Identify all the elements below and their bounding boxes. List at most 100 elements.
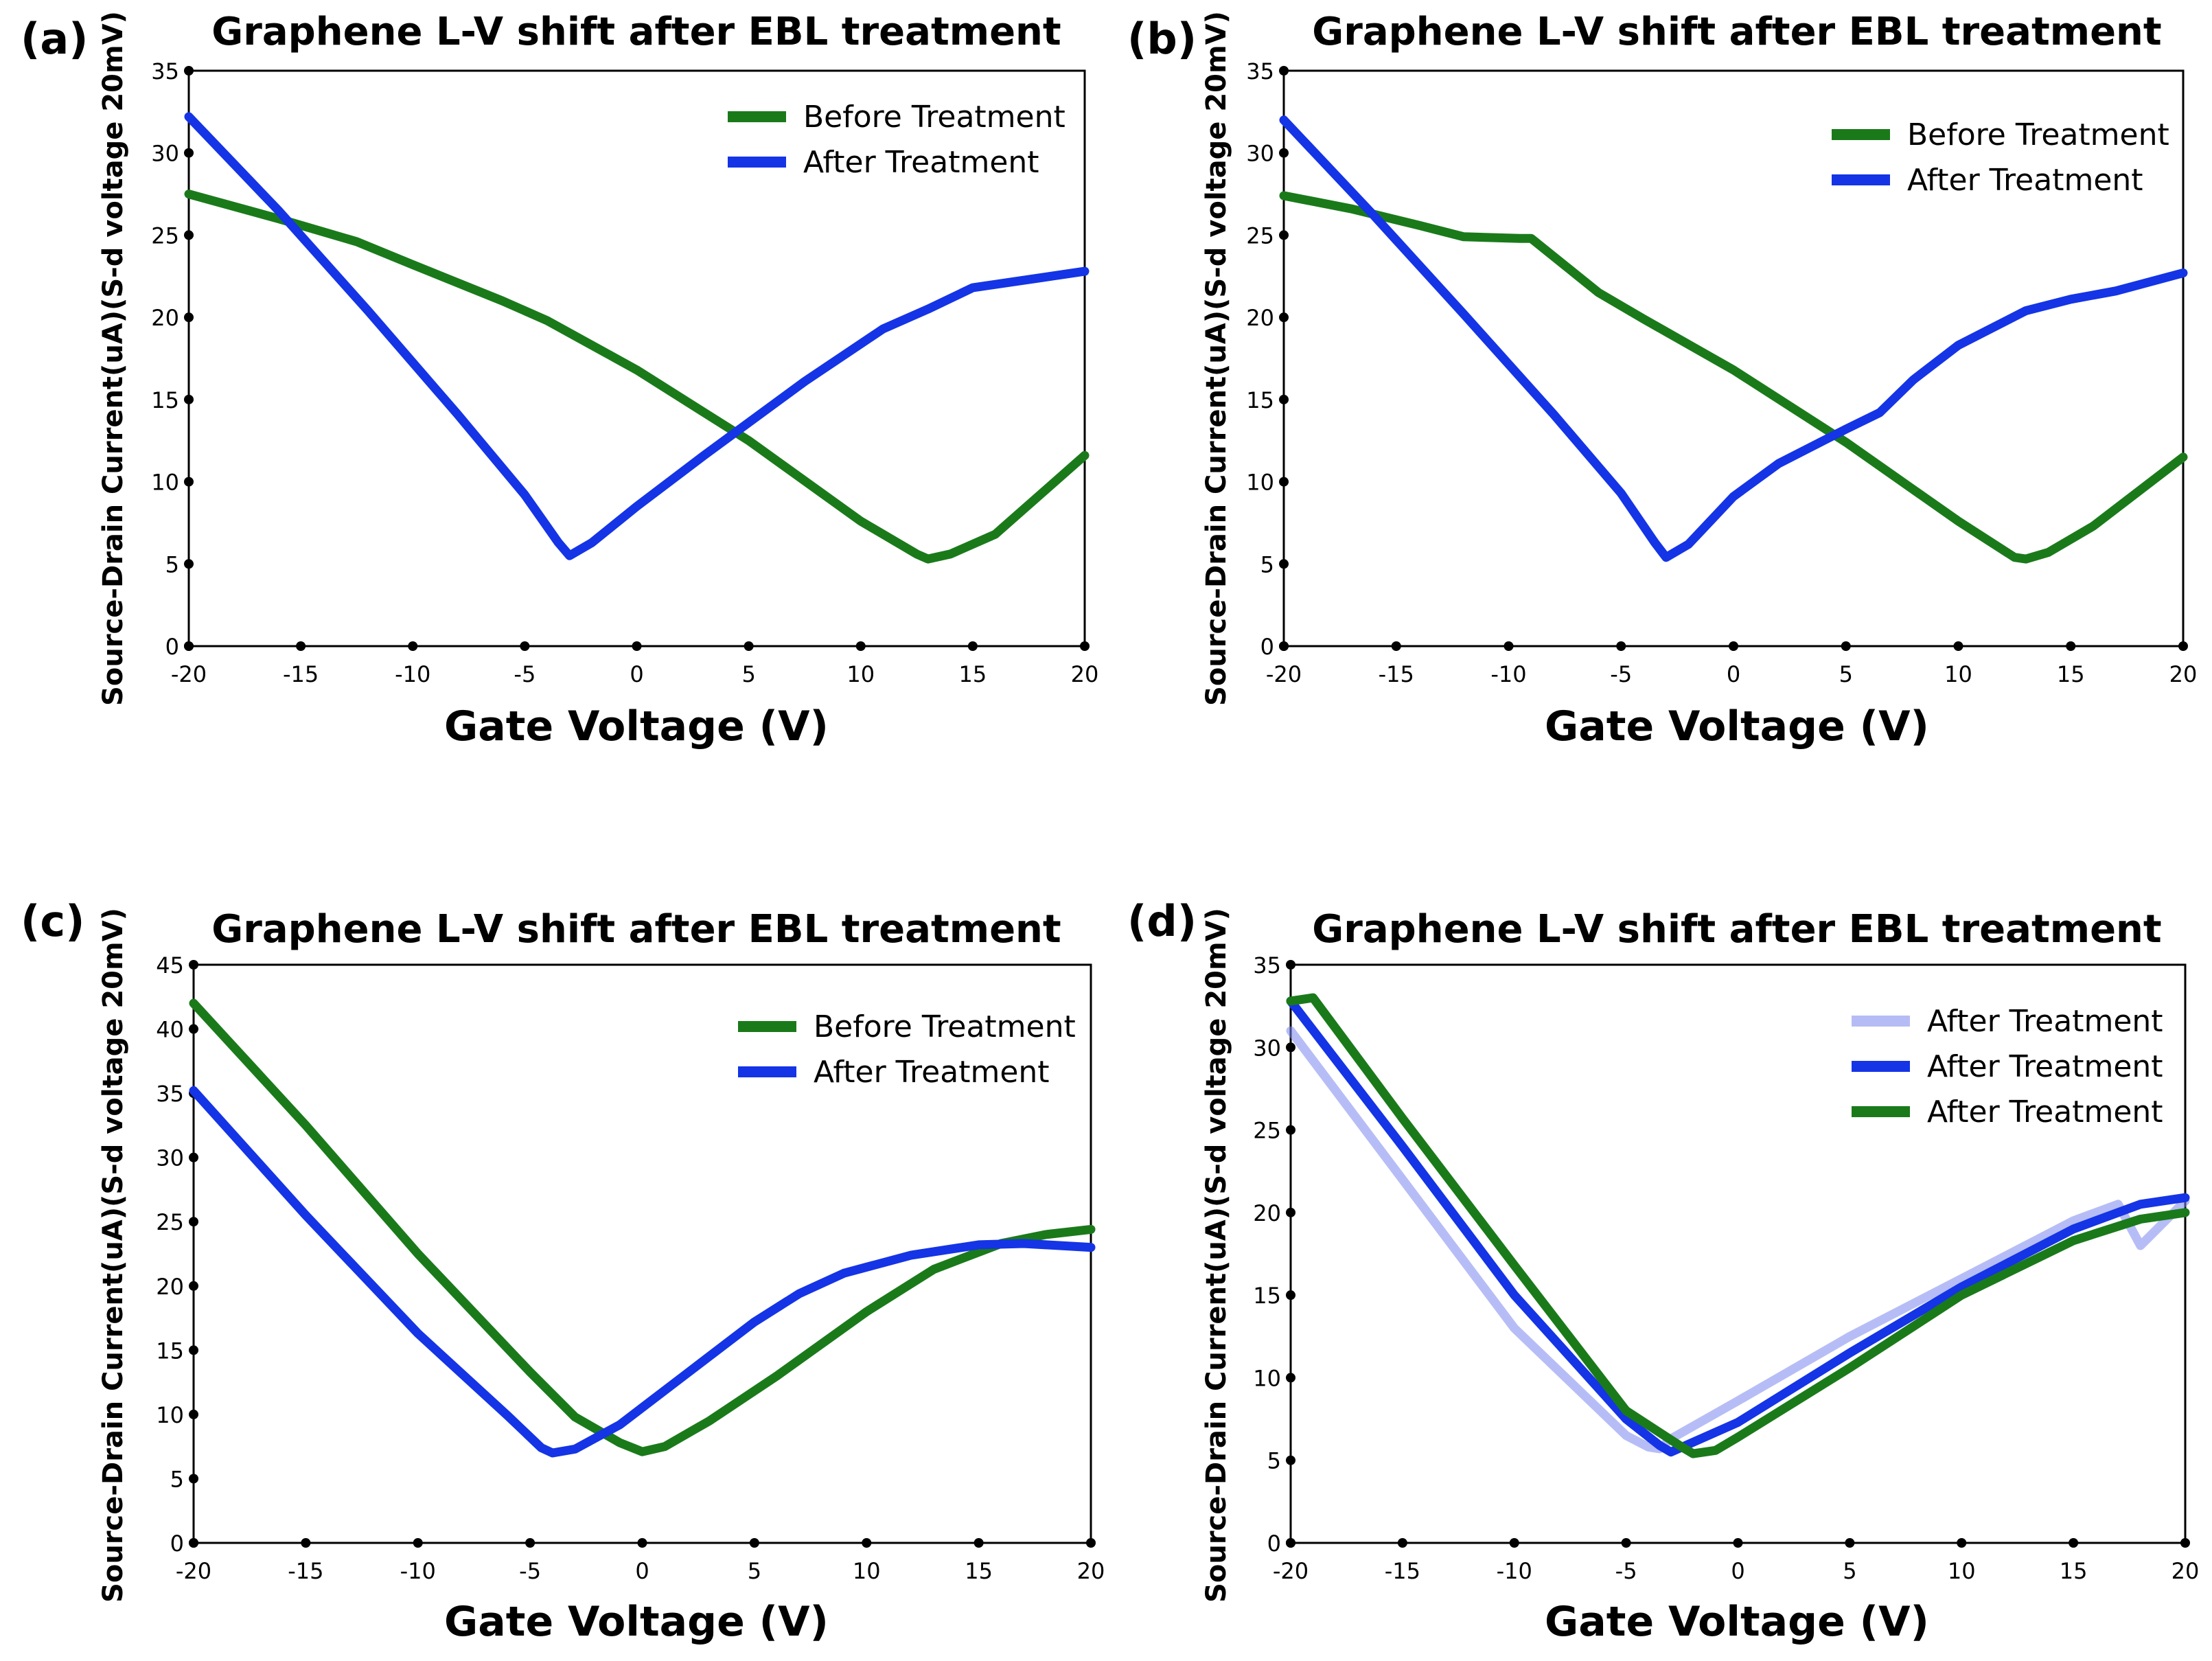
y-tick-mark — [1279, 641, 1289, 651]
x-tick-mark — [296, 641, 306, 651]
y-tick-mark — [184, 230, 194, 240]
series-line-1 — [184, 190, 1090, 564]
legend-label: After Treatment — [1927, 1004, 2163, 1039]
y-tick-label: 45 — [156, 952, 184, 978]
x-tick-label: 15 — [965, 1558, 993, 1584]
x-tick-mark — [1845, 1538, 1855, 1548]
x-tick-label: 5 — [1839, 661, 1853, 687]
x-tick-mark — [2178, 641, 2188, 651]
y-tick-mark — [1286, 1538, 1295, 1548]
legend-label: After Treatment — [814, 1055, 1050, 1090]
x-tick-mark — [967, 641, 978, 651]
plot-frame — [1282, 69, 2185, 648]
x-tick-label: -20 — [1273, 1558, 1309, 1584]
x-tick-label: -5 — [1615, 1558, 1637, 1584]
y-tick-label: 35 — [1253, 952, 1281, 978]
x-tick-label: 0 — [1727, 661, 1740, 687]
x-tick-mark — [1957, 1538, 1967, 1548]
x-tick-label: -15 — [1379, 661, 1414, 687]
y-tick-mark — [184, 559, 194, 569]
y-tick-mark — [1286, 960, 1295, 970]
x-tick-label: 0 — [630, 661, 643, 687]
x-tick-mark — [632, 641, 642, 651]
x-tick-mark — [2069, 1538, 2079, 1548]
y-tick-label: 0 — [1260, 634, 1274, 660]
x-tick-mark — [749, 1538, 759, 1548]
legend-label: After Treatment — [1907, 163, 2143, 198]
y-tick-label: 15 — [151, 387, 179, 413]
x-tick-mark — [413, 1538, 423, 1548]
x-tick-label: 10 — [853, 1558, 881, 1584]
x-tick-label: 15 — [959, 661, 987, 687]
x-tick-mark — [520, 641, 530, 651]
x-tick-label: 5 — [748, 1558, 761, 1584]
y-tick-label: 30 — [1253, 1035, 1281, 1061]
x-tick-mark — [855, 641, 866, 651]
series-line-2 — [1286, 996, 2190, 1457]
x-tick-label: 5 — [1843, 1558, 1856, 1584]
legend-label: After Treatment — [1927, 1049, 2163, 1084]
legend-label: Before Treatment — [1907, 117, 2169, 152]
y-tick-mark — [1279, 559, 1289, 569]
y-tick-label: 0 — [1267, 1531, 1281, 1557]
y-tick-label: 5 — [1267, 1448, 1281, 1474]
x-tick-label: 10 — [846, 661, 875, 687]
y-tick-label: 20 — [156, 1274, 184, 1300]
x-tick-label: 5 — [741, 661, 755, 687]
x-tick-mark — [1504, 641, 1514, 651]
x-tick-label: -20 — [171, 661, 207, 687]
panel-c: (c) Graphene L-V shift after EBL treatme… — [21, 896, 1105, 1646]
legend-label: After Treatment — [1927, 1095, 2163, 1130]
x-tick-label: 20 — [1077, 1558, 1105, 1584]
x-tick-label: 15 — [2057, 661, 2085, 687]
x-tick-label: 20 — [2171, 1558, 2200, 1584]
chart-title: Graphene L-V shift after EBL treatment — [1312, 907, 2161, 952]
y-tick-mark — [1279, 148, 1289, 158]
series-line-2 — [1279, 115, 2188, 562]
x-tick-mark — [637, 1538, 647, 1548]
y-tick-mark — [1279, 66, 1289, 76]
x-tick-mark — [1953, 641, 1963, 651]
legend-label: Before Treatment — [814, 1009, 1076, 1044]
y-tick-label: 35 — [1246, 58, 1274, 84]
y-tick-label: 20 — [151, 305, 179, 331]
y-tick-label: 15 — [1253, 1283, 1281, 1309]
series-line-2 — [189, 1086, 1096, 1458]
x-tick-label: -15 — [283, 661, 319, 687]
y-tick-mark — [189, 1024, 198, 1034]
legend-label: After Treatment — [803, 145, 1039, 180]
series-line-1 — [1286, 1026, 2190, 1454]
y-axis-label: Source-Drain Current(uA)(S-d voltage 20m… — [1201, 908, 1232, 1603]
y-tick-label: 0 — [165, 634, 179, 660]
y-tick-mark — [189, 1474, 198, 1484]
x-tick-label: 0 — [1731, 1558, 1744, 1584]
x-axis-label: Gate Voltage (V) — [444, 702, 829, 751]
y-tick-mark — [184, 641, 194, 651]
y-tick-mark — [189, 1409, 198, 1419]
y-tick-label: 35 — [156, 1081, 184, 1107]
y-tick-mark — [189, 1217, 198, 1227]
x-tick-mark — [2180, 1538, 2190, 1548]
x-tick-label: -20 — [1266, 661, 1302, 687]
panel-a: (a) Graphene L-V shift after EBL treatme… — [21, 10, 1098, 751]
y-tick-mark — [1286, 1455, 1295, 1465]
x-tick-label: -15 — [1385, 1558, 1420, 1584]
x-tick-label: -10 — [1490, 661, 1526, 687]
x-tick-label: 10 — [1944, 661, 1972, 687]
y-tick-mark — [1286, 1290, 1295, 1301]
y-tick-mark — [189, 1538, 198, 1548]
x-tick-mark — [2066, 641, 2076, 651]
series-line-3 — [1286, 993, 2190, 1458]
y-tick-label: 5 — [1260, 551, 1274, 577]
x-tick-mark — [1397, 1538, 1407, 1548]
x-axis-label: Gate Voltage (V) — [444, 1598, 829, 1646]
y-tick-label: 15 — [1246, 387, 1274, 413]
panel-d: (d) Graphene L-V shift after EBL treatme… — [1127, 896, 2199, 1646]
y-tick-label: 10 — [1246, 470, 1274, 496]
x-tick-mark — [301, 1538, 311, 1548]
panel-label: (a) — [21, 14, 89, 64]
y-tick-label: 25 — [156, 1209, 184, 1235]
y-tick-mark — [189, 1345, 198, 1355]
y-axis-label: Source-Drain Current(uA)(S-d voltage 20m… — [1201, 11, 1232, 706]
